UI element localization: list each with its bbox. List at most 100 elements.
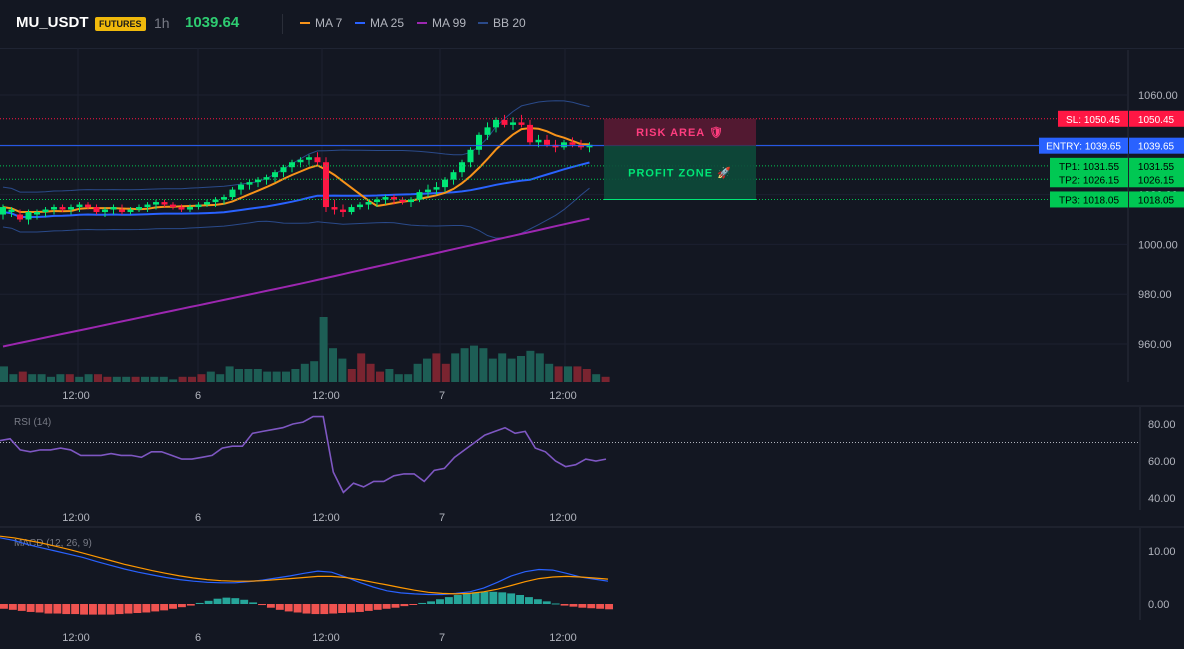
bb-upper-line [2, 100, 590, 193]
macd-hist-bar [293, 604, 302, 613]
candle-body [561, 142, 567, 148]
macd-hist-bar [551, 603, 560, 605]
macd-hist-bar [151, 604, 160, 612]
candle-body [204, 202, 210, 205]
candle-body [263, 177, 270, 180]
tp3-tag-label: TP3: 1018.05 [1059, 195, 1119, 206]
futures-badge: FUTURES [95, 17, 146, 31]
tp2-tag: TP2: 1026.15 1026.15 [1050, 171, 1184, 188]
ma7-swatch-icon [300, 22, 310, 24]
volume-bar [582, 369, 591, 382]
chart-header: MU_USDT FUTURES 1h 1039.64 MA 7 MA 25 MA… [0, 0, 1184, 49]
candle-body [25, 212, 32, 220]
macd-hist-bar [462, 593, 471, 604]
macd-time-label: 12:00 [62, 632, 90, 644]
tp3-axis-box [1129, 191, 1184, 208]
volume-bar [84, 374, 93, 382]
macd-hist-bar [480, 591, 489, 604]
volume-bar [282, 371, 290, 382]
volume-bar [272, 371, 281, 382]
volume-bar [413, 363, 422, 382]
volume-bar [394, 374, 403, 382]
volume-bar [150, 376, 159, 382]
rsi-tick-label: 40.00 [1148, 493, 1176, 505]
candle-body [187, 207, 193, 210]
rsi-line [0, 415, 607, 494]
volume-bar [470, 345, 478, 382]
legend-ma25[interactable]: MA 25 [355, 16, 404, 30]
macd-hist-bar [195, 602, 204, 604]
legend-ma7[interactable]: MA 7 [300, 16, 342, 30]
timeframe-label[interactable]: 1h [154, 15, 170, 31]
rsi-time-label: 6 [195, 512, 201, 524]
rsi-title: RSI (14) [14, 417, 51, 428]
risk-area-box [604, 118, 756, 146]
time-label: 7 [439, 390, 445, 402]
legend-ma25-label: MA 25 [370, 16, 405, 30]
candle-body [399, 199, 406, 203]
tp1-tag-box [1050, 157, 1128, 174]
candle-body [119, 209, 125, 213]
volume-bar [338, 358, 347, 382]
volume-bar [28, 374, 37, 382]
macd-hist-bar [231, 598, 240, 604]
time-label: 12:00 [62, 390, 90, 402]
candle-body [59, 207, 66, 210]
entry-tag-label: ENTRY: 1039.65 [1046, 142, 1121, 153]
legend-ma99-label: MA 99 [432, 16, 467, 30]
macd-hist-bar [347, 604, 355, 613]
candle-body [102, 209, 108, 213]
volume-bar [507, 358, 516, 382]
sl-axis-label: 1050.45 [1138, 115, 1175, 126]
volume-bar [225, 366, 234, 382]
volume-bar [366, 363, 375, 382]
volume-bar [0, 366, 8, 382]
legend-bb20[interactable]: BB 20 [478, 16, 526, 30]
volume-bar [404, 374, 413, 382]
candle-body [34, 212, 40, 215]
macd-hist-bar [418, 602, 427, 604]
ma99-swatch-icon [417, 22, 427, 24]
risk-area-zone: RISK AREA 🛡 [604, 118, 756, 146]
macd-tick-label: 10.00 [1148, 546, 1176, 558]
ma25-swatch-icon [355, 22, 365, 24]
candle-body [255, 179, 261, 183]
volume-bar [216, 374, 225, 382]
macd-hist-bar [71, 604, 80, 615]
candle-body [416, 192, 423, 200]
candle-body [501, 119, 508, 125]
macd-hist-bar [453, 594, 462, 604]
ma7-line [2, 127, 590, 213]
candle-body [569, 142, 576, 145]
legend-ma99[interactable]: MA 99 [417, 16, 466, 30]
volume-bar [253, 369, 262, 382]
candle-body [314, 157, 321, 163]
volume-bar [263, 371, 272, 382]
sl-axis-box [1129, 110, 1184, 127]
volume-bar [9, 374, 18, 382]
volume-bar [329, 348, 337, 382]
header-divider [282, 14, 283, 34]
tp2-axis-label: 1026.15 [1138, 175, 1175, 186]
macd-hist-bar [569, 604, 578, 607]
tp3-tag-box [1050, 191, 1128, 208]
volume-bar [94, 374, 102, 382]
macd-hist-bar [498, 592, 507, 604]
macd-hist-bar [106, 604, 115, 615]
macd-hist-bar [391, 604, 400, 608]
candle-body [544, 139, 550, 145]
macd-hist-bar [373, 604, 382, 610]
macd-hist-bar [97, 604, 106, 615]
macd-signal-line [0, 535, 609, 595]
volume-bar [122, 376, 131, 382]
macd-hist-bar [124, 604, 133, 614]
volume-bar [18, 371, 27, 382]
macd-hist-bar [338, 604, 347, 614]
symbol-label[interactable]: MU_USDT [16, 14, 89, 31]
candle-body [425, 189, 431, 193]
sl-tag-label: SL: 1050.45 [1066, 115, 1120, 126]
macd-time-label: 7 [439, 632, 445, 644]
tp1-tag-label: TP1: 1031.55 [1059, 162, 1119, 173]
candle-body [221, 197, 227, 200]
